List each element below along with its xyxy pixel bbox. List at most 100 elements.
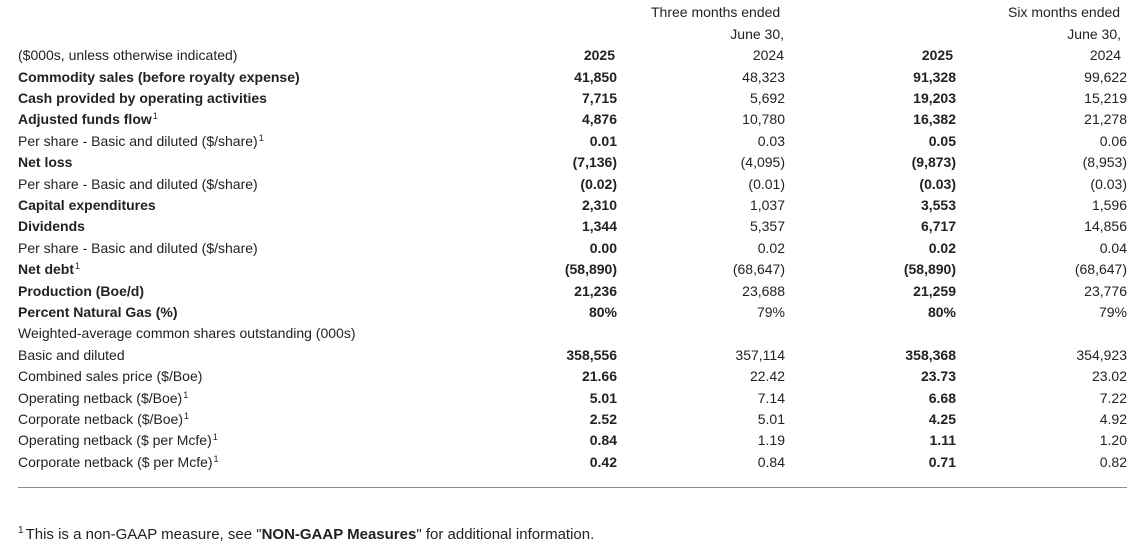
- cell-col3: 0.02: [928, 239, 956, 256]
- table-row: Cash provided by operating activities 7,7…: [18, 87, 1127, 108]
- row-label: Per share - Basic and diluted ($/share): [18, 237, 478, 258]
- cell-col1: 358,556: [566, 346, 617, 363]
- table-row: Net loss (7,136) (4,095) (9,873) (8,953): [18, 152, 1127, 173]
- cell-col1: 5.01: [589, 389, 617, 406]
- cell-col1: 80%: [588, 303, 617, 320]
- footnote-ref: 1: [183, 410, 189, 421]
- cell-col4: 79%: [1098, 303, 1127, 320]
- cell-col1: 2.52: [589, 410, 617, 427]
- cell-col4: 0.04: [1099, 239, 1127, 256]
- row-label-text: Corporate netback ($/Boe): [18, 410, 183, 427]
- table-row: Basic and diluted 358,556 357,114 358,368 35…: [18, 344, 1127, 365]
- cell-col3: 1.11: [929, 432, 956, 449]
- six-months-header-line1: Six months ended: [1008, 4, 1121, 20]
- footnote-ref: 1: [183, 389, 189, 400]
- cell-col1: 21.66: [581, 368, 617, 385]
- row-label-text: Operating netback ($/Boe): [18, 389, 183, 406]
- row-label: Basic and diluted: [18, 344, 478, 365]
- cell-col4: 0.82: [1099, 453, 1127, 470]
- row-label-text: Weighted-average common shares outstandi…: [18, 325, 356, 342]
- cell-col2: 0.84: [757, 453, 785, 470]
- cell-col1: 1,344: [581, 218, 617, 235]
- cell-col1: 0.01: [589, 132, 617, 149]
- cell-col4: [956, 323, 1127, 344]
- row-label-text: Per share - Basic and diluted ($/share): [18, 239, 258, 256]
- cell-col3: 23.73: [920, 368, 956, 385]
- cell-col4: 23.02: [1091, 368, 1127, 385]
- cell-col4: 4.92: [1099, 410, 1127, 427]
- row-label-text: Percent Natural Gas (%): [18, 303, 178, 320]
- cell-col1: 41,850: [574, 68, 617, 85]
- cell-col4: 23,776: [1084, 282, 1127, 299]
- row-label: Dividends: [18, 216, 478, 237]
- cell-col2: 10,780: [742, 111, 785, 128]
- row-label-text: Net debt: [18, 261, 74, 278]
- row-label: Per share - Basic and diluted ($/share): [18, 173, 478, 194]
- row-label: Adjusted funds flow1: [18, 109, 478, 130]
- row-label: Operating netback ($/Boe)1: [18, 387, 478, 408]
- row-label: Production (Boe/d): [18, 280, 478, 301]
- three-months-header-line1: Three months ended: [651, 4, 781, 20]
- table-row: Capital expenditures 2,310 1,037 3,553 1,596: [18, 194, 1127, 215]
- row-label: Corporate netback ($ per Mcfe)1: [18, 451, 478, 472]
- cell-col1: (58,890): [564, 261, 617, 278]
- row-label-text: Per share - Basic and diluted ($/share): [18, 132, 258, 149]
- row-label-text: Capital expenditures: [18, 197, 156, 214]
- cell-col4: 15,219: [1084, 90, 1127, 107]
- row-label-text: Commodity sales (before royalty expense): [18, 68, 300, 85]
- row-label: Operating netback ($ per Mcfe)1: [18, 430, 478, 451]
- row-label-text: Combined sales price ($/Boe): [18, 368, 203, 385]
- cell-col2: 79%: [756, 303, 785, 320]
- table-row: Operating netback ($ per Mcfe)1 0.84 1.19 1…: [18, 430, 1127, 451]
- cell-col1: 21,236: [574, 282, 617, 299]
- six-months-header-line2: June 30,: [1067, 26, 1121, 42]
- footnote: 1 This is a non-GAAP measure, see "NON-GA…: [18, 525, 595, 544]
- cell-col4: 14,856: [1084, 218, 1127, 235]
- col2-year-header: 2024: [752, 47, 784, 63]
- footnote-text-after: " for additional information.: [416, 526, 595, 543]
- footnote-text-bold: NON-GAAP Measures: [261, 526, 417, 543]
- row-label: Net loss: [18, 152, 478, 173]
- cell-col4: 21,278: [1084, 111, 1127, 128]
- table-row: Production (Boe/d) 21,236 23,688 21,259 23,7…: [18, 280, 1127, 301]
- cell-col3: 3,553: [920, 197, 956, 214]
- cell-col3: (58,890): [903, 261, 956, 278]
- cell-col4: 7.22: [1099, 389, 1127, 406]
- cell-col1: (0.02): [580, 175, 617, 192]
- table-row: Operating netback ($/Boe)1 5.01 7.14 6.68 7.…: [18, 387, 1127, 408]
- cell-col2: 7.14: [757, 389, 785, 406]
- cell-col4: 354,923: [1076, 346, 1127, 363]
- cell-col1: [478, 323, 617, 344]
- cell-col4: (68,647): [1074, 261, 1127, 278]
- footnote-ref: 1: [75, 261, 81, 272]
- col1-year-header: 2025: [583, 47, 615, 63]
- cell-col3: 21,259: [913, 282, 956, 299]
- cell-col2: 0.02: [757, 239, 785, 256]
- table-row: Commodity sales (before royalty expense)…: [18, 66, 1127, 87]
- row-label-text: Cash provided by operating activities: [18, 90, 267, 107]
- cell-col2: 23,688: [742, 282, 785, 299]
- cell-col3: 6.68: [928, 389, 956, 406]
- row-label: Combined sales price ($/Boe): [18, 365, 478, 386]
- table-row: Corporate netback ($ per Mcfe)1 0.42 0.84 0…: [18, 451, 1127, 472]
- units-label: ($000s, unless otherwise indicated): [18, 47, 238, 63]
- cell-col2: 5,357: [749, 218, 785, 235]
- row-label: Weighted-average common shares outstandi…: [18, 323, 478, 344]
- row-label: Cash provided by operating activities: [18, 87, 478, 108]
- row-label-text: Basic and diluted: [18, 346, 125, 363]
- row-label: Per share - Basic and diluted ($/share)1: [18, 130, 478, 151]
- cell-col2: (4,095): [740, 154, 785, 171]
- cell-col1: 0.42: [589, 453, 617, 470]
- cell-col3: (0.03): [919, 175, 956, 192]
- cell-col4: (0.03): [1090, 175, 1127, 192]
- table-row: Per share - Basic and diluted ($/share)1…: [18, 130, 1127, 151]
- cell-col3: (9,873): [911, 154, 956, 171]
- cell-col3: 358,368: [905, 346, 956, 363]
- footnote-ref: 1: [212, 432, 218, 443]
- cell-col2: (0.01): [748, 175, 785, 192]
- cell-col4: 0.06: [1099, 132, 1127, 149]
- cell-col2: 1.19: [757, 432, 785, 449]
- table-row: Weighted-average common shares outstandi…: [18, 323, 1127, 344]
- footnote-marker: 1: [18, 525, 24, 536]
- cell-col3: 4.25: [928, 410, 956, 427]
